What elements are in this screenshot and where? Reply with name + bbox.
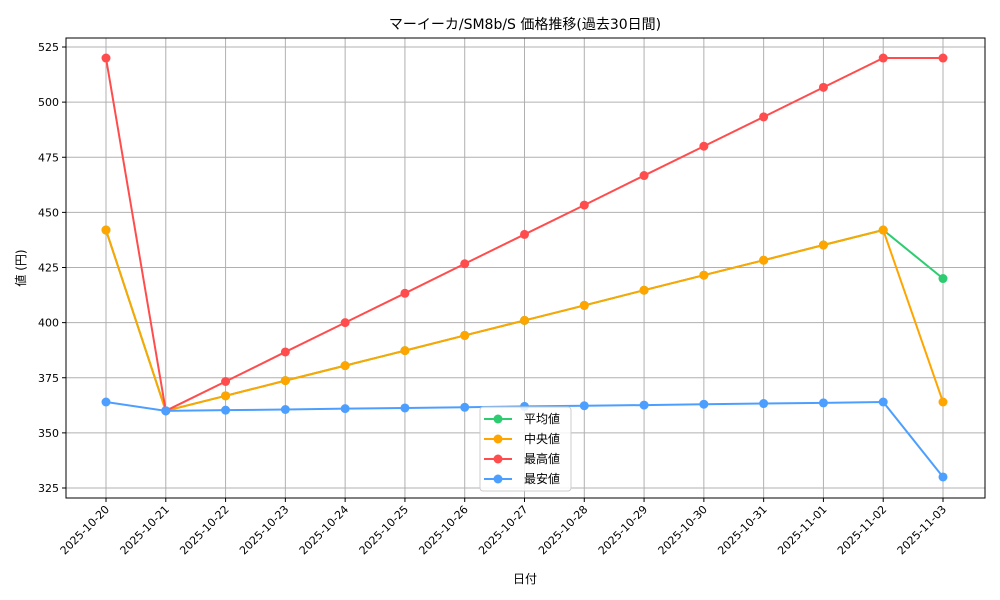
x-tick-label: 2025-11-02: [835, 503, 889, 557]
x-tick-label: 2025-10-30: [656, 503, 710, 557]
data-point: [221, 376, 231, 386]
data-point: [639, 171, 649, 181]
y-tick-label: 400: [38, 317, 59, 330]
data-point: [520, 229, 529, 239]
data-point: [400, 288, 410, 298]
y-ticks: 325 350 375 400 425 450 475 500 525: [38, 41, 66, 495]
data-point: [520, 315, 529, 325]
x-tick-label: 2025-10-27: [476, 503, 530, 557]
data-point: [699, 270, 709, 280]
x-tick-label: 2025-10-25: [357, 503, 411, 557]
legend-label: 最高値: [524, 451, 560, 466]
data-point: [818, 398, 828, 408]
y-tick-label: 375: [38, 372, 59, 385]
data-point: [878, 225, 888, 235]
data-point: [460, 330, 470, 340]
data-point: [818, 82, 828, 92]
data-point: [938, 53, 948, 63]
data-point: [878, 397, 888, 407]
x-ticks: 2025-10-20 2025-10-21 2025-10-22 2025-10-23…: [58, 498, 949, 557]
y-tick-label: 350: [38, 427, 59, 440]
legend-marker: [493, 414, 503, 424]
data-point: [221, 405, 231, 415]
data-point: [938, 397, 948, 407]
legend-label: 平均値: [524, 411, 560, 426]
y-axis-label: 値 (円): [13, 249, 28, 286]
data-point: [579, 300, 589, 310]
x-tick-label: 2025-10-22: [177, 503, 231, 557]
x-tick-label: 2025-10-23: [237, 503, 291, 557]
data-point: [460, 259, 470, 269]
legend-label: 中央値: [524, 431, 560, 446]
series-1: [101, 225, 948, 416]
data-point: [101, 53, 111, 63]
data-point: [759, 112, 769, 122]
data-point: [280, 376, 290, 386]
data-point: [639, 400, 649, 410]
data-point: [340, 318, 350, 328]
series-group: [101, 53, 948, 482]
data-point: [878, 53, 888, 63]
y-tick-label: 325: [38, 482, 59, 495]
data-point: [460, 402, 470, 412]
x-tick-label: 2025-10-21: [118, 503, 172, 557]
x-tick-label: 2025-10-20: [58, 503, 112, 557]
x-tick-label: 2025-11-03: [895, 503, 949, 557]
x-tick-label: 2025-10-29: [596, 503, 650, 557]
data-point: [340, 404, 350, 414]
x-tick-label: 2025-10-31: [715, 503, 769, 557]
data-point: [280, 347, 290, 357]
data-point: [579, 200, 589, 210]
data-point: [340, 361, 350, 371]
data-point: [579, 401, 589, 411]
data-point: [400, 346, 410, 356]
data-point: [400, 403, 410, 413]
data-point: [938, 274, 948, 284]
data-point: [101, 397, 111, 407]
y-tick-label: 475: [38, 151, 59, 164]
x-axis-label: 日付: [513, 572, 537, 586]
data-point: [938, 472, 948, 482]
legend-entry: 最安値: [484, 471, 560, 486]
data-point: [280, 405, 290, 415]
legend-marker: [493, 474, 503, 484]
y-tick-label: 425: [38, 262, 59, 275]
legend-marker: [493, 454, 503, 464]
data-point: [699, 141, 709, 151]
x-tick-label: 2025-10-28: [536, 503, 590, 557]
data-point: [699, 399, 709, 409]
x-tick-label: 2025-10-24: [297, 503, 351, 557]
legend-entry: 平均値: [484, 411, 560, 426]
y-tick-label: 450: [38, 206, 59, 219]
data-point: [101, 225, 111, 235]
series-2: [101, 53, 948, 416]
data-point: [639, 285, 649, 295]
y-tick-label: 500: [38, 96, 59, 109]
data-point: [759, 399, 769, 409]
x-tick-label: 2025-10-26: [416, 503, 470, 557]
data-point: [759, 255, 769, 265]
legend-marker: [493, 434, 503, 444]
data-point: [818, 240, 828, 250]
data-point: [161, 406, 171, 416]
series-3: [101, 397, 948, 482]
legend-box: [479, 406, 572, 492]
x-tick-label: 2025-11-01: [775, 503, 829, 557]
legend-label: 最安値: [524, 471, 560, 486]
legend-entry: 中央値: [484, 431, 560, 446]
y-tick-label: 525: [38, 41, 59, 54]
data-point: [221, 391, 231, 401]
chart-title: マーイーカ/SM8b/S 価格推移(過去30日間): [389, 17, 661, 33]
legend-entry: 最高値: [484, 451, 560, 466]
